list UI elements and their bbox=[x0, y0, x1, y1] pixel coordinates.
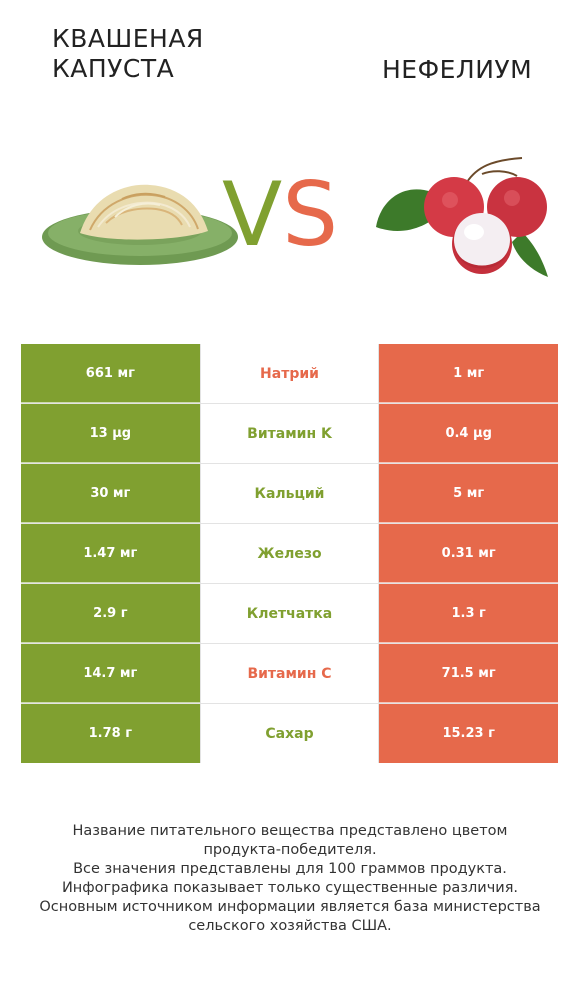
vs-letter-s: S bbox=[282, 163, 339, 266]
left-value: 2.9 г bbox=[21, 584, 200, 643]
left-value: 1.47 мг bbox=[21, 524, 200, 583]
vs-label: VS bbox=[222, 165, 352, 265]
right-product-title: НЕФЕЛИУМ bbox=[382, 55, 533, 84]
right-value: 0.31 мг bbox=[379, 524, 559, 583]
footer-line: продукта-победителя. bbox=[203, 842, 377, 858]
comparison-table: 661 мг Натрий 1 мг 13 µg Витамин K 0.4 µ… bbox=[21, 344, 559, 763]
table-row: 30 мг Кальций 5 мг bbox=[21, 464, 559, 524]
sauerkraut-plate-image bbox=[42, 184, 238, 265]
footer-line: сельского хозяйства США. bbox=[188, 918, 392, 934]
right-value: 15.23 г bbox=[379, 704, 559, 763]
nutrient-name: Кальций bbox=[199, 464, 380, 523]
right-value: 5 мг bbox=[379, 464, 559, 523]
nutrient-name: Витамин K bbox=[199, 404, 380, 463]
nutrient-name: Железо bbox=[199, 524, 380, 583]
right-value: 71.5 мг bbox=[379, 644, 559, 703]
footer-line: Все значения представлены для 100 граммо… bbox=[73, 861, 507, 877]
left-value: 14.7 мг bbox=[21, 644, 200, 703]
table-row: 1.47 мг Железо 0.31 мг bbox=[21, 524, 559, 584]
left-value: 1.78 г bbox=[21, 704, 200, 763]
right-value: 1 мг bbox=[379, 344, 559, 403]
left-value: 13 µg bbox=[21, 404, 200, 463]
footer-line: Инфографика показывает только существенн… bbox=[61, 880, 519, 896]
left-value: 661 мг bbox=[21, 344, 200, 403]
table-row: 1.78 г Сахар 15.23 г bbox=[21, 704, 559, 763]
table-row: 661 мг Натрий 1 мг bbox=[21, 344, 559, 404]
vs-letter-v: V bbox=[222, 163, 283, 266]
footer-line: Название питательного вещества представл… bbox=[72, 823, 508, 839]
left-value: 30 мг bbox=[21, 464, 200, 523]
left-title-line-1: КВАШЕНАЯ bbox=[52, 24, 204, 53]
nutrient-name: Сахар bbox=[199, 704, 380, 763]
table-row: 14.7 мг Витамин C 71.5 мг bbox=[21, 644, 559, 704]
nutrient-name: Натрий bbox=[199, 344, 380, 403]
footer-line: Основным источником информации является … bbox=[39, 899, 541, 915]
right-value: 1.3 г bbox=[379, 584, 559, 643]
nutrient-name: Клетчатка bbox=[199, 584, 380, 643]
lychee-fruit-image bbox=[376, 157, 548, 277]
left-title-line-2: КАПУСТА bbox=[52, 54, 175, 83]
footer-note: Название питательного вещества представл… bbox=[20, 822, 560, 936]
table-row: 2.9 г Клетчатка 1.3 г bbox=[21, 584, 559, 644]
nutrient-name: Витамин C bbox=[199, 644, 380, 703]
right-value: 0.4 µg bbox=[379, 404, 559, 463]
left-product-title: КВАШЕНАЯ КАПУСТА bbox=[52, 24, 252, 84]
table-row: 13 µg Витамин K 0.4 µg bbox=[21, 404, 559, 464]
